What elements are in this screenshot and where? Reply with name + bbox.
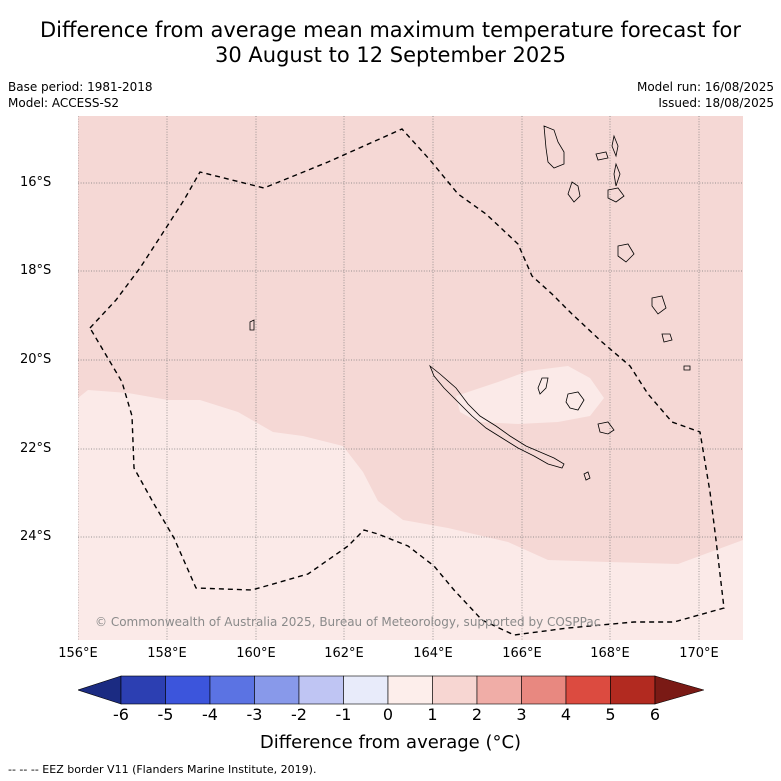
colorbar-tick-label: -5	[157, 705, 174, 724]
colorbar-arrow-high	[654, 675, 704, 705]
colorbar-swatch	[476, 675, 522, 705]
ambae-coast	[595, 151, 609, 161]
colorbar-swatches	[78, 675, 704, 705]
colorbar-title: Difference from average (°C)	[259, 732, 522, 753]
colorbar-tick-label: 1	[427, 705, 438, 724]
walpole-coast	[683, 365, 691, 371]
anomaly-band-0-1-patch	[456, 366, 604, 424]
lon-label-170e: 170°E	[679, 646, 719, 661]
new-caledonia-coast	[429, 364, 565, 469]
colorbar-tick-label: 0	[382, 705, 394, 724]
colorbar-swatch	[343, 675, 389, 705]
isle-of-pines-coast	[583, 471, 591, 481]
graticule	[78, 116, 743, 640]
eez-footnote: -- -- -- EEZ border V11 (Flanders Marine…	[8, 763, 317, 776]
anomaly-band-0-1-south	[78, 390, 743, 640]
colorbar-swatch	[565, 675, 611, 705]
lon-label-164e: 164°E	[413, 646, 453, 661]
lat-label-20s: 20°S	[20, 352, 52, 367]
lat-label-24s: 24°S	[20, 529, 52, 544]
map-title: Difference from average mean maximum tem…	[0, 18, 781, 68]
colorbar-swatch	[521, 675, 567, 705]
pentecost-coast	[613, 162, 621, 187]
colorbar-swatch	[298, 675, 344, 705]
colorbar-tick-label: -4	[202, 705, 218, 724]
rennell-coast	[249, 319, 255, 331]
copyright-text: © Commonwealth of Australia 2025, Bureau…	[95, 615, 600, 629]
issued-date: Issued: 18/08/2025	[658, 96, 774, 110]
tanna-coast	[651, 295, 667, 315]
model-name: Model: ACCESS-S2	[8, 96, 120, 110]
lon-label-166e: 166°E	[502, 646, 542, 661]
colorbar-swatch	[610, 675, 656, 705]
aneityum-coast	[661, 333, 673, 343]
efate-coast	[607, 187, 625, 203]
colorbar-swatch	[432, 675, 478, 705]
lifou-coast	[565, 391, 585, 411]
malekula-coast	[567, 181, 581, 203]
title-line-2: 30 August to 12 September 2025	[215, 43, 566, 67]
title-line-1: Difference from average mean maximum tem…	[40, 18, 741, 42]
lat-label-18s: 18°S	[20, 263, 52, 278]
lon-label-158e: 158°E	[147, 646, 187, 661]
colorbar-tick-label: -6	[113, 705, 129, 724]
lat-label-16s: 16°S	[20, 175, 52, 190]
meta-left: Base period: 1981-2018 Model: ACCESS-S2	[8, 79, 153, 111]
colorbar-swatch	[120, 675, 166, 705]
colorbar-tick-label: 4	[560, 705, 572, 724]
mare-coast	[597, 421, 615, 435]
colorbar-tick-label: 2	[471, 705, 483, 724]
erromango-coast	[617, 243, 635, 263]
lon-label-162e: 162°E	[324, 646, 364, 661]
colorbar-swatch	[209, 675, 255, 705]
lon-label-156e: 156°E	[58, 646, 98, 661]
colorbar-tick-label: -2	[291, 705, 307, 724]
colorbar-swatch	[254, 675, 300, 705]
colorbar-tick-label: 5	[605, 705, 616, 724]
base-period: Base period: 1981-2018	[8, 80, 153, 94]
maewo-coast	[611, 134, 619, 158]
colorbar-tick-label: 3	[516, 705, 527, 724]
colorbar-tick-label: -3	[246, 705, 263, 724]
colorbar-tick-label: -1	[335, 705, 352, 724]
lat-label-22s: 22°S	[20, 441, 52, 456]
coastlines	[249, 125, 691, 481]
meta-right: Model run: 16/08/2025 Issued: 18/08/2025	[637, 79, 774, 111]
ouvea-coast	[537, 377, 549, 395]
lon-label-168e: 168°E	[590, 646, 630, 661]
colorbar-swatch	[165, 675, 211, 705]
colorbar-swatch	[387, 675, 433, 705]
espiritu-santo-coast	[543, 125, 565, 169]
lon-label-160e: 160°E	[236, 646, 276, 661]
colorbar	[78, 675, 704, 705]
model-run: Model run: 16/08/2025	[636, 80, 774, 94]
map-panel: © Commonwealth of Australia 2025, Bureau…	[78, 116, 743, 640]
colorbar-arrow-low	[78, 675, 122, 705]
colorbar-tick-label: 6	[649, 705, 661, 724]
